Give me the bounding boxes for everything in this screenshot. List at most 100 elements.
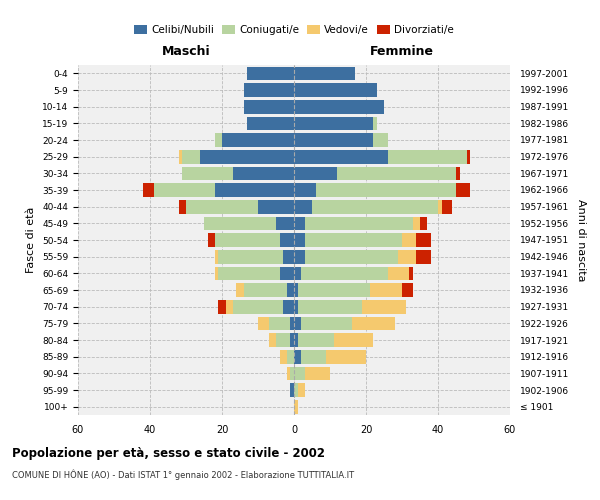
Bar [294,233,305,247]
Bar [456,183,470,197]
Bar [294,183,316,197]
Bar [283,250,294,264]
Bar [215,183,294,197]
Bar [247,66,294,80]
Bar [287,283,294,297]
Text: Popolazione per età, sesso e stato civile - 2002: Popolazione per età, sesso e stato civil… [12,448,325,460]
Text: Maschi: Maschi [161,45,211,58]
Bar [186,200,258,213]
Bar [222,133,294,147]
Bar [298,300,362,314]
Bar [402,233,416,247]
Bar [215,266,218,280]
Bar [244,100,294,114]
Bar [298,283,370,297]
Bar [179,150,182,164]
Bar [290,333,294,347]
Bar [290,383,294,397]
Bar [294,216,305,230]
Bar [233,300,283,314]
Bar [294,366,305,380]
Bar [388,266,409,280]
Bar [352,316,395,330]
Bar [334,333,373,347]
Bar [294,300,298,314]
Bar [247,116,294,130]
Bar [215,250,218,264]
Text: COMUNE DI HÔNE (AO) - Dati ISTAT 1° gennaio 2002 - Elaborazione TUTTITALIA.IT: COMUNE DI HÔNE (AO) - Dati ISTAT 1° genn… [12,470,354,480]
Bar [456,166,460,180]
Bar [294,333,298,347]
Bar [420,216,427,230]
Bar [370,283,402,297]
Y-axis label: Anni di nascita: Anni di nascita [575,198,586,281]
Bar [204,216,276,230]
Bar [294,250,305,264]
Bar [388,150,467,164]
Bar [287,350,294,364]
Bar [438,200,442,213]
Bar [316,183,456,197]
Bar [218,300,226,314]
Bar [409,266,413,280]
Bar [413,216,420,230]
Bar [208,233,215,247]
Bar [244,83,294,97]
Bar [402,283,413,297]
Bar [276,333,290,347]
Bar [179,200,186,213]
Bar [442,200,452,213]
Bar [298,333,334,347]
Bar [280,350,287,364]
Bar [258,316,269,330]
Bar [215,133,222,147]
Y-axis label: Fasce di età: Fasce di età [26,207,37,273]
Bar [143,183,154,197]
Bar [280,266,294,280]
Bar [294,316,301,330]
Bar [226,300,233,314]
Bar [182,166,233,180]
Bar [362,300,406,314]
Bar [276,216,294,230]
Bar [312,200,438,213]
Bar [298,383,305,397]
Text: Femmine: Femmine [370,45,434,58]
Bar [416,233,431,247]
Bar [294,66,355,80]
Bar [294,100,384,114]
Bar [269,316,290,330]
Bar [305,366,330,380]
Bar [305,250,398,264]
Bar [326,350,366,364]
Bar [301,266,388,280]
Bar [467,150,470,164]
Bar [294,400,298,413]
Bar [287,366,290,380]
Bar [290,316,294,330]
Bar [294,150,388,164]
Bar [373,133,388,147]
Bar [301,350,326,364]
Bar [305,216,413,230]
Bar [294,283,298,297]
Bar [218,250,283,264]
Bar [200,150,294,164]
Bar [305,233,402,247]
Bar [294,266,301,280]
Legend: Celibi/Nubili, Coniugati/e, Vedovi/e, Divorziati/e: Celibi/Nubili, Coniugati/e, Vedovi/e, Di… [130,21,458,40]
Bar [244,283,287,297]
Bar [301,316,352,330]
Bar [416,250,431,264]
Bar [182,150,200,164]
Bar [290,366,294,380]
Bar [294,116,373,130]
Bar [337,166,456,180]
Bar [215,233,280,247]
Bar [294,83,377,97]
Bar [294,133,373,147]
Bar [294,383,298,397]
Bar [373,116,377,130]
Bar [258,200,294,213]
Bar [283,300,294,314]
